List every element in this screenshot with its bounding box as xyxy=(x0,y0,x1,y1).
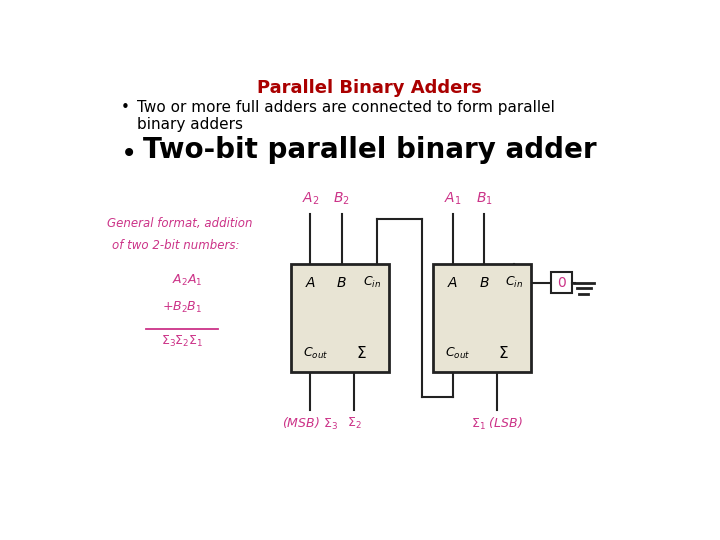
Text: $B_1$: $B_1$ xyxy=(476,191,492,207)
Text: $B$: $B$ xyxy=(336,276,347,290)
Text: •: • xyxy=(121,140,137,167)
Text: $\Sigma$: $\Sigma$ xyxy=(356,345,366,361)
Text: $+ B_2B_1$: $+ B_2B_1$ xyxy=(162,300,202,315)
Text: $B$: $B$ xyxy=(479,276,490,290)
Text: $\Sigma$: $\Sigma$ xyxy=(498,345,509,361)
Text: Parallel Binary Adders: Parallel Binary Adders xyxy=(256,79,482,97)
Text: $\Sigma_3\Sigma_2\Sigma_1$: $\Sigma_3\Sigma_2\Sigma_1$ xyxy=(161,334,203,349)
Text: (MSB) $\Sigma_3$: (MSB) $\Sigma_3$ xyxy=(282,416,338,432)
Text: $C_{\mathregular{out}}$: $C_{\mathregular{out}}$ xyxy=(445,346,470,361)
Text: $A$: $A$ xyxy=(305,276,316,290)
Text: $\Sigma_1$ (LSB): $\Sigma_1$ (LSB) xyxy=(471,416,523,432)
Text: $C_{\mathregular{in}}$: $C_{\mathregular{in}}$ xyxy=(363,275,381,291)
Text: $A_2$: $A_2$ xyxy=(302,191,319,207)
Text: •: • xyxy=(121,100,130,115)
Text: $A$: $A$ xyxy=(447,276,459,290)
Text: Two or more full adders are connected to form parallel: Two or more full adders are connected to… xyxy=(138,100,555,115)
Text: binary adders: binary adders xyxy=(138,117,243,132)
Text: $C_{\mathregular{in}}$: $C_{\mathregular{in}}$ xyxy=(505,275,523,291)
Text: $B_2$: $B_2$ xyxy=(333,191,350,207)
Text: $A_1$: $A_1$ xyxy=(444,191,462,207)
Text: 0: 0 xyxy=(557,276,566,290)
Text: of two 2-bit numbers:: of two 2-bit numbers: xyxy=(112,239,240,252)
Bar xyxy=(291,265,389,373)
Bar xyxy=(551,272,572,293)
Text: $A_2A_1$: $A_2A_1$ xyxy=(172,273,203,288)
Text: $\Sigma_2$: $\Sigma_2$ xyxy=(347,416,361,431)
Text: Two-bit parallel binary adder: Two-bit parallel binary adder xyxy=(143,136,597,164)
Bar xyxy=(433,265,531,373)
Text: $C_{\mathregular{out}}$: $C_{\mathregular{out}}$ xyxy=(302,346,328,361)
Text: General format, addition: General format, addition xyxy=(107,217,252,230)
